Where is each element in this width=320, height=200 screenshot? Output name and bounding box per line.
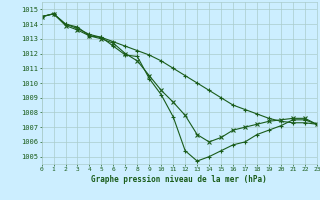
X-axis label: Graphe pression niveau de la mer (hPa): Graphe pression niveau de la mer (hPa) <box>91 175 267 184</box>
